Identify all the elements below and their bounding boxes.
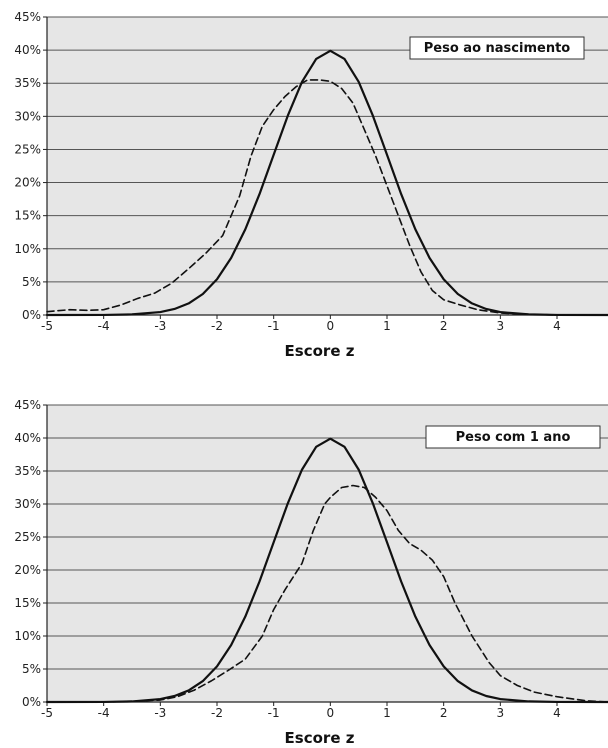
y-tick-label: 10%	[14, 629, 41, 643]
x-tick-label: -4	[98, 706, 110, 720]
y-tick-label: 45%	[14, 10, 41, 24]
y-tick-label: 25%	[14, 530, 41, 544]
y-tick-label: 40%	[14, 431, 41, 445]
y-tick-label: 10%	[14, 242, 41, 256]
y-tick-label: 20%	[14, 563, 41, 577]
y-tick-label: 15%	[14, 209, 41, 223]
x-tick-label: -1	[268, 319, 280, 333]
y-tick-label: 5%	[22, 662, 41, 676]
x-tick-label: 1	[383, 706, 391, 720]
y-tick-label: 5%	[22, 275, 41, 289]
y-tick-label: 45%	[14, 398, 41, 412]
x-tick-label: 2	[440, 319, 448, 333]
x-tick-label: -3	[154, 319, 166, 333]
x-tick-label: 0	[327, 319, 335, 333]
x-tick-label: -1	[268, 706, 280, 720]
legend-box	[425, 425, 601, 449]
x-tick-label: 0	[327, 706, 335, 720]
y-tick-label: 25%	[14, 142, 41, 156]
x-tick-label: -2	[211, 319, 223, 333]
plot-area	[47, 405, 608, 702]
x-tick-label: 2	[440, 706, 448, 720]
legend-label: Peso ao nascimento	[424, 41, 571, 56]
x-tick-label: -5	[41, 706, 53, 720]
y-tick-label: 35%	[14, 76, 41, 90]
x-tick-label: 1	[383, 319, 391, 333]
y-tick-label: 0%	[22, 308, 41, 322]
y-tick-label: 20%	[14, 176, 41, 190]
x-tick-label: 3	[497, 706, 505, 720]
y-tick-label: 35%	[14, 464, 41, 478]
x-tick-label: 3	[497, 319, 505, 333]
y-tick-label: 40%	[14, 43, 41, 57]
x-tick-label: -3	[154, 706, 166, 720]
x-tick-label: -4	[98, 319, 110, 333]
plot-area	[47, 17, 608, 315]
x-axis-title: Escore z	[285, 729, 355, 747]
series-line-dashed	[46, 79, 608, 316]
legend-box	[409, 36, 585, 60]
series-line-dashed	[46, 484, 608, 703]
chart-panel-peso-com-1-ano: 0% 5% 10% 15% 20% 25% 30% 35% 40% 45% -5 -4 -3 -2 -1 0 1…	[14, 398, 608, 747]
y-tick-label: 15%	[14, 596, 41, 610]
y-tick-label: 30%	[14, 497, 41, 511]
chart-panel-peso-ao-nascimento: 0% 5% 10% 15% 20% 25% 30% 35% 40% 45% -5 -4 -3 -2 -1 0 1…	[14, 10, 608, 360]
x-axis-title: Escore z	[285, 342, 355, 360]
legend-label: Peso com 1 ano	[456, 430, 571, 445]
x-tick-label: -5	[41, 319, 53, 333]
series-line-solid	[45, 49, 608, 317]
y-tick-label: 0%	[22, 695, 41, 709]
x-tick-label: 4	[553, 319, 561, 333]
x-tick-label: 4	[553, 706, 561, 720]
x-tick-label: -2	[211, 706, 223, 720]
series-line-solid	[45, 437, 608, 704]
y-tick-label: 30%	[14, 109, 41, 123]
